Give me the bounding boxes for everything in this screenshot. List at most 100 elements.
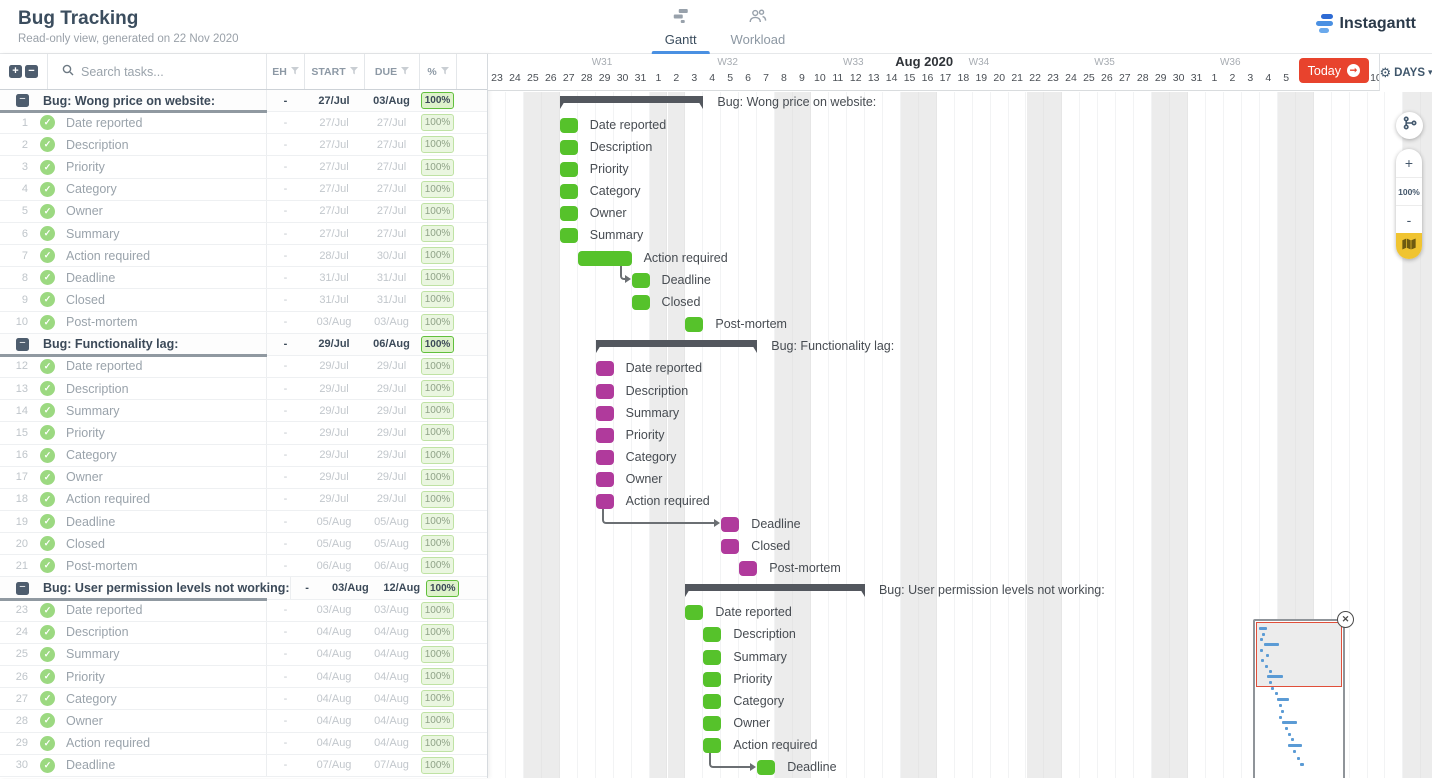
zoom-out-button[interactable]: - <box>1396 205 1422 233</box>
minimap-bar <box>1275 692 1278 695</box>
table-row[interactable]: 15 ✓ Priority - 29/Jul 29/Jul 100% <box>0 422 487 445</box>
collapse-all-button[interactable]: − <box>25 65 38 78</box>
table-row[interactable]: 17 ✓ Owner - 29/Jul 29/Jul 100% <box>0 466 487 489</box>
table-row[interactable]: 23 ✓ Date reported - 03/Aug 03/Aug 100% <box>0 599 487 622</box>
table-row[interactable]: 20 ✓ Closed - 05/Aug 05/Aug 100% <box>0 533 487 556</box>
table-row[interactable]: 2 ✓ Description - 27/Jul 27/Jul 100% <box>0 134 487 157</box>
gantt-icon <box>672 8 690 29</box>
weekend-column <box>775 92 794 778</box>
table-row[interactable]: 10 ✓ Post-mortem - 03/Aug 03/Aug 100% <box>0 311 487 334</box>
gantt-task-bar[interactable] <box>703 649 722 665</box>
gantt-task-bar[interactable] <box>757 760 776 776</box>
tab-gantt[interactable]: Gantt <box>651 0 710 54</box>
table-row[interactable]: 1 ✓ Date reported - 27/Jul 27/Jul 100% <box>0 112 487 135</box>
gantt-task-bar[interactable] <box>559 117 578 133</box>
table-row[interactable]: 27 ✓ Category - 04/Aug 04/Aug 100% <box>0 688 487 711</box>
gantt-task-bar[interactable] <box>685 317 704 333</box>
gantt-task-bar[interactable] <box>595 383 614 399</box>
gantt-task-bar[interactable] <box>595 405 614 421</box>
gantt-task-bar[interactable] <box>595 494 614 510</box>
day-number: 29 <box>598 72 611 84</box>
task-name: Post-mortem <box>66 315 138 330</box>
group-row[interactable]: − Bug: Functionality lag: - 29/Jul 06/Au… <box>0 333 487 358</box>
tab-workload[interactable]: Workload <box>727 0 790 54</box>
tab-gantt-label: Gantt <box>664 31 697 47</box>
filter-eh-icon[interactable] <box>290 66 299 78</box>
zoom-level: 100% <box>1396 177 1422 205</box>
gantt-task-bar[interactable] <box>595 427 614 443</box>
table-row[interactable]: 8 ✓ Deadline - 31/Jul 31/Jul 100% <box>0 267 487 290</box>
gantt-task-bar[interactable] <box>631 294 650 310</box>
table-row[interactable]: 21 ✓ Post-mortem - 06/Aug 06/Aug 100% <box>0 555 487 578</box>
table-row[interactable]: 19 ✓ Deadline - 05/Aug 05/Aug 100% <box>0 510 487 534</box>
table-row[interactable]: 9 ✓ Closed - 31/Jul 31/Jul 100% <box>0 289 487 312</box>
gantt-task-bar[interactable] <box>721 538 740 554</box>
gantt-task-bar[interactable] <box>559 139 578 155</box>
table-row[interactable]: 3 ✓ Priority - 27/Jul 27/Jul 100% <box>0 156 487 179</box>
gantt-task-bar[interactable] <box>703 627 722 643</box>
gantt-task-bar[interactable] <box>631 272 650 288</box>
today-button[interactable]: Today ➞ <box>1298 58 1369 83</box>
gantt-task-bar[interactable] <box>703 715 722 731</box>
table-row[interactable]: 28 ✓ Owner - 04/Aug 04/Aug 100% <box>0 710 487 733</box>
progress-badge: 100% <box>421 490 454 508</box>
table-row[interactable]: 29 ✓ Action required - 04/Aug 04/Aug 100… <box>0 732 487 755</box>
minimap-close-icon[interactable]: ✕ <box>1337 611 1354 628</box>
gantt-task-bar[interactable] <box>703 671 722 687</box>
gantt-task-label: Category <box>589 184 641 199</box>
table-row[interactable]: 25 ✓ Summary - 04/Aug 04/Aug 100% <box>0 643 487 667</box>
dependencies-button[interactable] <box>1396 112 1423 139</box>
gantt-task-bar[interactable] <box>595 361 614 377</box>
row-number: 12 <box>15 360 28 373</box>
gantt-group-summary-bar[interactable] <box>559 96 704 109</box>
group-row[interactable]: − Bug: Wong price on website: - 27/Jul 0… <box>0 90 487 114</box>
table-row[interactable]: 6 ✓ Summary - 27/Jul 27/Jul 100% <box>0 222 487 246</box>
view-mode-control[interactable]: ⚙ DAYS ▾ <box>1379 54 1432 91</box>
filter-start-icon[interactable] <box>349 66 358 78</box>
day-column <box>721 92 740 778</box>
day-column <box>488 92 506 778</box>
collapse-group-icon[interactable]: − <box>16 337 29 351</box>
gantt-task-bar[interactable] <box>559 206 578 222</box>
gantt-task-bar[interactable] <box>703 738 722 754</box>
table-row[interactable]: 13 ✓ Description - 29/Jul 29/Jul 100% <box>0 378 487 401</box>
gantt-task-bar[interactable] <box>559 161 578 177</box>
minimap-toggle-button[interactable] <box>1396 233 1422 259</box>
search-input[interactable] <box>81 64 251 79</box>
table-row[interactable]: 4 ✓ Category - 27/Jul 27/Jul 100% <box>0 178 487 201</box>
table-row[interactable]: 5 ✓ Owner - 27/Jul 27/Jul 100% <box>0 200 487 223</box>
zoom-in-button[interactable]: + <box>1404 155 1414 171</box>
collapse-group-icon[interactable]: − <box>16 94 29 108</box>
table-row[interactable]: 24 ✓ Description - 04/Aug 04/Aug 100% <box>0 621 487 644</box>
table-row[interactable]: 7 ✓ Action required - 28/Jul 30/Jul 100% <box>0 245 487 268</box>
gantt-task-bar[interactable] <box>739 560 758 576</box>
gantt-task-bar[interactable] <box>703 693 722 709</box>
filter-pct-icon[interactable] <box>440 66 449 78</box>
gantt-task-bar[interactable] <box>559 228 578 244</box>
start-date: 03/Aug <box>316 316 352 329</box>
filter-due-icon[interactable] <box>401 66 410 78</box>
minimap-bar <box>1269 681 1272 684</box>
minimap[interactable]: ✕ <box>1253 611 1354 778</box>
table-row[interactable]: 26 ✓ Priority - 04/Aug 04/Aug 100% <box>0 666 487 689</box>
expand-all-button[interactable]: + <box>9 65 22 78</box>
gantt-task-bar[interactable] <box>685 605 704 621</box>
task-name: Description <box>66 137 129 152</box>
gantt-task-bar[interactable] <box>721 516 740 532</box>
gantt-group-summary-bar[interactable] <box>595 339 758 353</box>
day-number: 5 <box>1283 72 1290 84</box>
table-row[interactable]: 18 ✓ Action required - 29/Jul 29/Jul 100… <box>0 488 487 511</box>
gantt-task-bar[interactable] <box>595 450 614 466</box>
gantt-task-bar[interactable] <box>577 250 632 266</box>
table-row[interactable]: 12 ✓ Date reported - 29/Jul 29/Jul 100% <box>0 355 487 379</box>
minimap-bar <box>1297 757 1300 760</box>
collapse-group-icon[interactable]: − <box>16 581 29 595</box>
table-row[interactable]: 30 ✓ Deadline - 07/Aug 07/Aug 100% <box>0 754 487 777</box>
table-row[interactable]: 14 ✓ Summary - 29/Jul 29/Jul 100% <box>0 400 487 423</box>
gantt-task-bar[interactable] <box>559 184 578 200</box>
gantt-task-bar[interactable] <box>595 472 614 488</box>
gantt-chart: Bug: Wong price on website: Date reported… <box>488 92 1432 778</box>
table-row[interactable]: 16 ✓ Category - 29/Jul 29/Jul 100% <box>0 444 487 467</box>
group-row[interactable]: − Bug: User permission levels not workin… <box>0 577 487 601</box>
gantt-group-summary-bar[interactable] <box>685 583 865 597</box>
